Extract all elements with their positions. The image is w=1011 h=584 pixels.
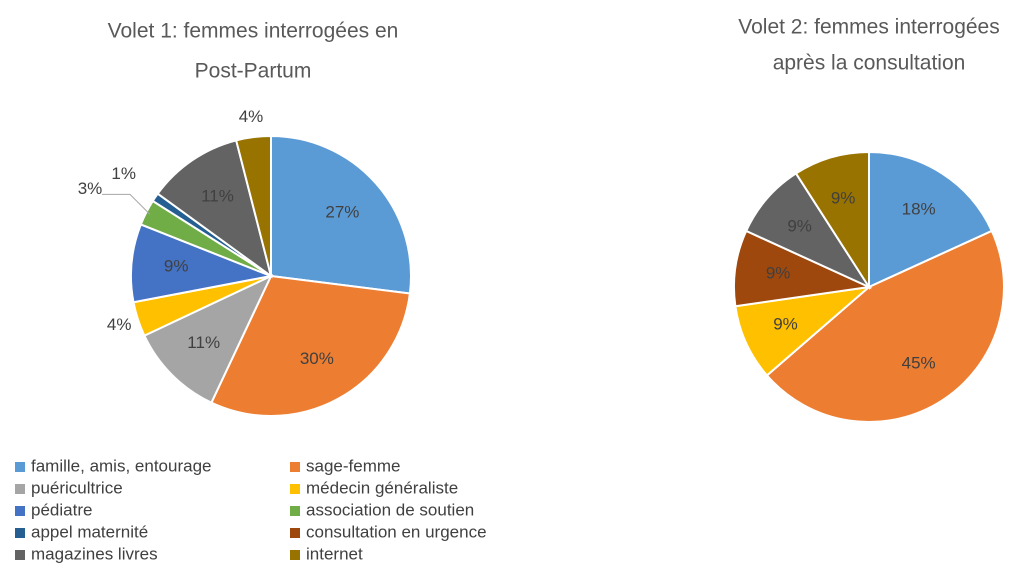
legend-swatch bbox=[15, 550, 25, 560]
pie-slice bbox=[130, 223, 275, 304]
legend-label: famille, amis, entourage bbox=[31, 456, 211, 475]
legend-swatch bbox=[15, 528, 25, 538]
data-label: 9% bbox=[766, 263, 791, 282]
legend-label: appel maternité bbox=[31, 522, 148, 541]
pie-slice bbox=[234, 134, 272, 277]
data-label: 9% bbox=[831, 188, 856, 207]
legend-swatch bbox=[290, 506, 300, 516]
leader-line bbox=[102, 193, 151, 215]
pie-slice bbox=[868, 150, 994, 289]
pie-slice bbox=[270, 134, 412, 295]
data-label: 1% bbox=[111, 164, 136, 183]
data-label: 9% bbox=[773, 315, 798, 334]
data-label: 9% bbox=[787, 216, 812, 235]
legend-label: consultation en urgence bbox=[306, 522, 487, 541]
pie-slice bbox=[765, 229, 1005, 423]
data-label: 4% bbox=[239, 107, 264, 126]
data-label: 45% bbox=[902, 354, 936, 373]
legend-swatch bbox=[290, 484, 300, 494]
chart-title: Post-Partum bbox=[195, 60, 312, 83]
legend-swatch bbox=[15, 506, 25, 516]
data-label: 3% bbox=[78, 179, 103, 198]
legend-swatch bbox=[290, 550, 300, 560]
chart-title: Volet 1: femmes interrogées en bbox=[108, 20, 399, 43]
pie-slice bbox=[156, 139, 273, 279]
pie-slice bbox=[794, 150, 870, 291]
pie-slice bbox=[210, 274, 412, 417]
legend-label: association de soutien bbox=[306, 500, 474, 519]
chart-title: Volet 2: femmes interrogées bbox=[738, 16, 999, 39]
data-label: 11% bbox=[201, 187, 234, 206]
chart-title: après la consultation bbox=[773, 52, 966, 75]
legend-label: sage-femme bbox=[306, 456, 400, 475]
legend-swatch bbox=[15, 462, 25, 472]
data-label: 18% bbox=[902, 199, 936, 218]
data-label: 30% bbox=[300, 349, 334, 368]
legend-swatch bbox=[15, 484, 25, 494]
legend-label: internet bbox=[306, 544, 363, 563]
legend-label: magazines livres bbox=[31, 544, 158, 563]
data-label: 11% bbox=[187, 333, 220, 352]
legend-label: médecin généraliste bbox=[306, 478, 458, 497]
legend-swatch bbox=[290, 462, 300, 472]
data-label: 27% bbox=[325, 203, 359, 222]
legend-swatch bbox=[290, 528, 300, 538]
legend-label: pédiatre bbox=[31, 500, 92, 519]
pie-slice bbox=[142, 273, 274, 405]
legend-label: puéricultrice bbox=[31, 478, 123, 497]
data-label: 4% bbox=[107, 315, 132, 334]
data-label: 9% bbox=[164, 257, 189, 276]
